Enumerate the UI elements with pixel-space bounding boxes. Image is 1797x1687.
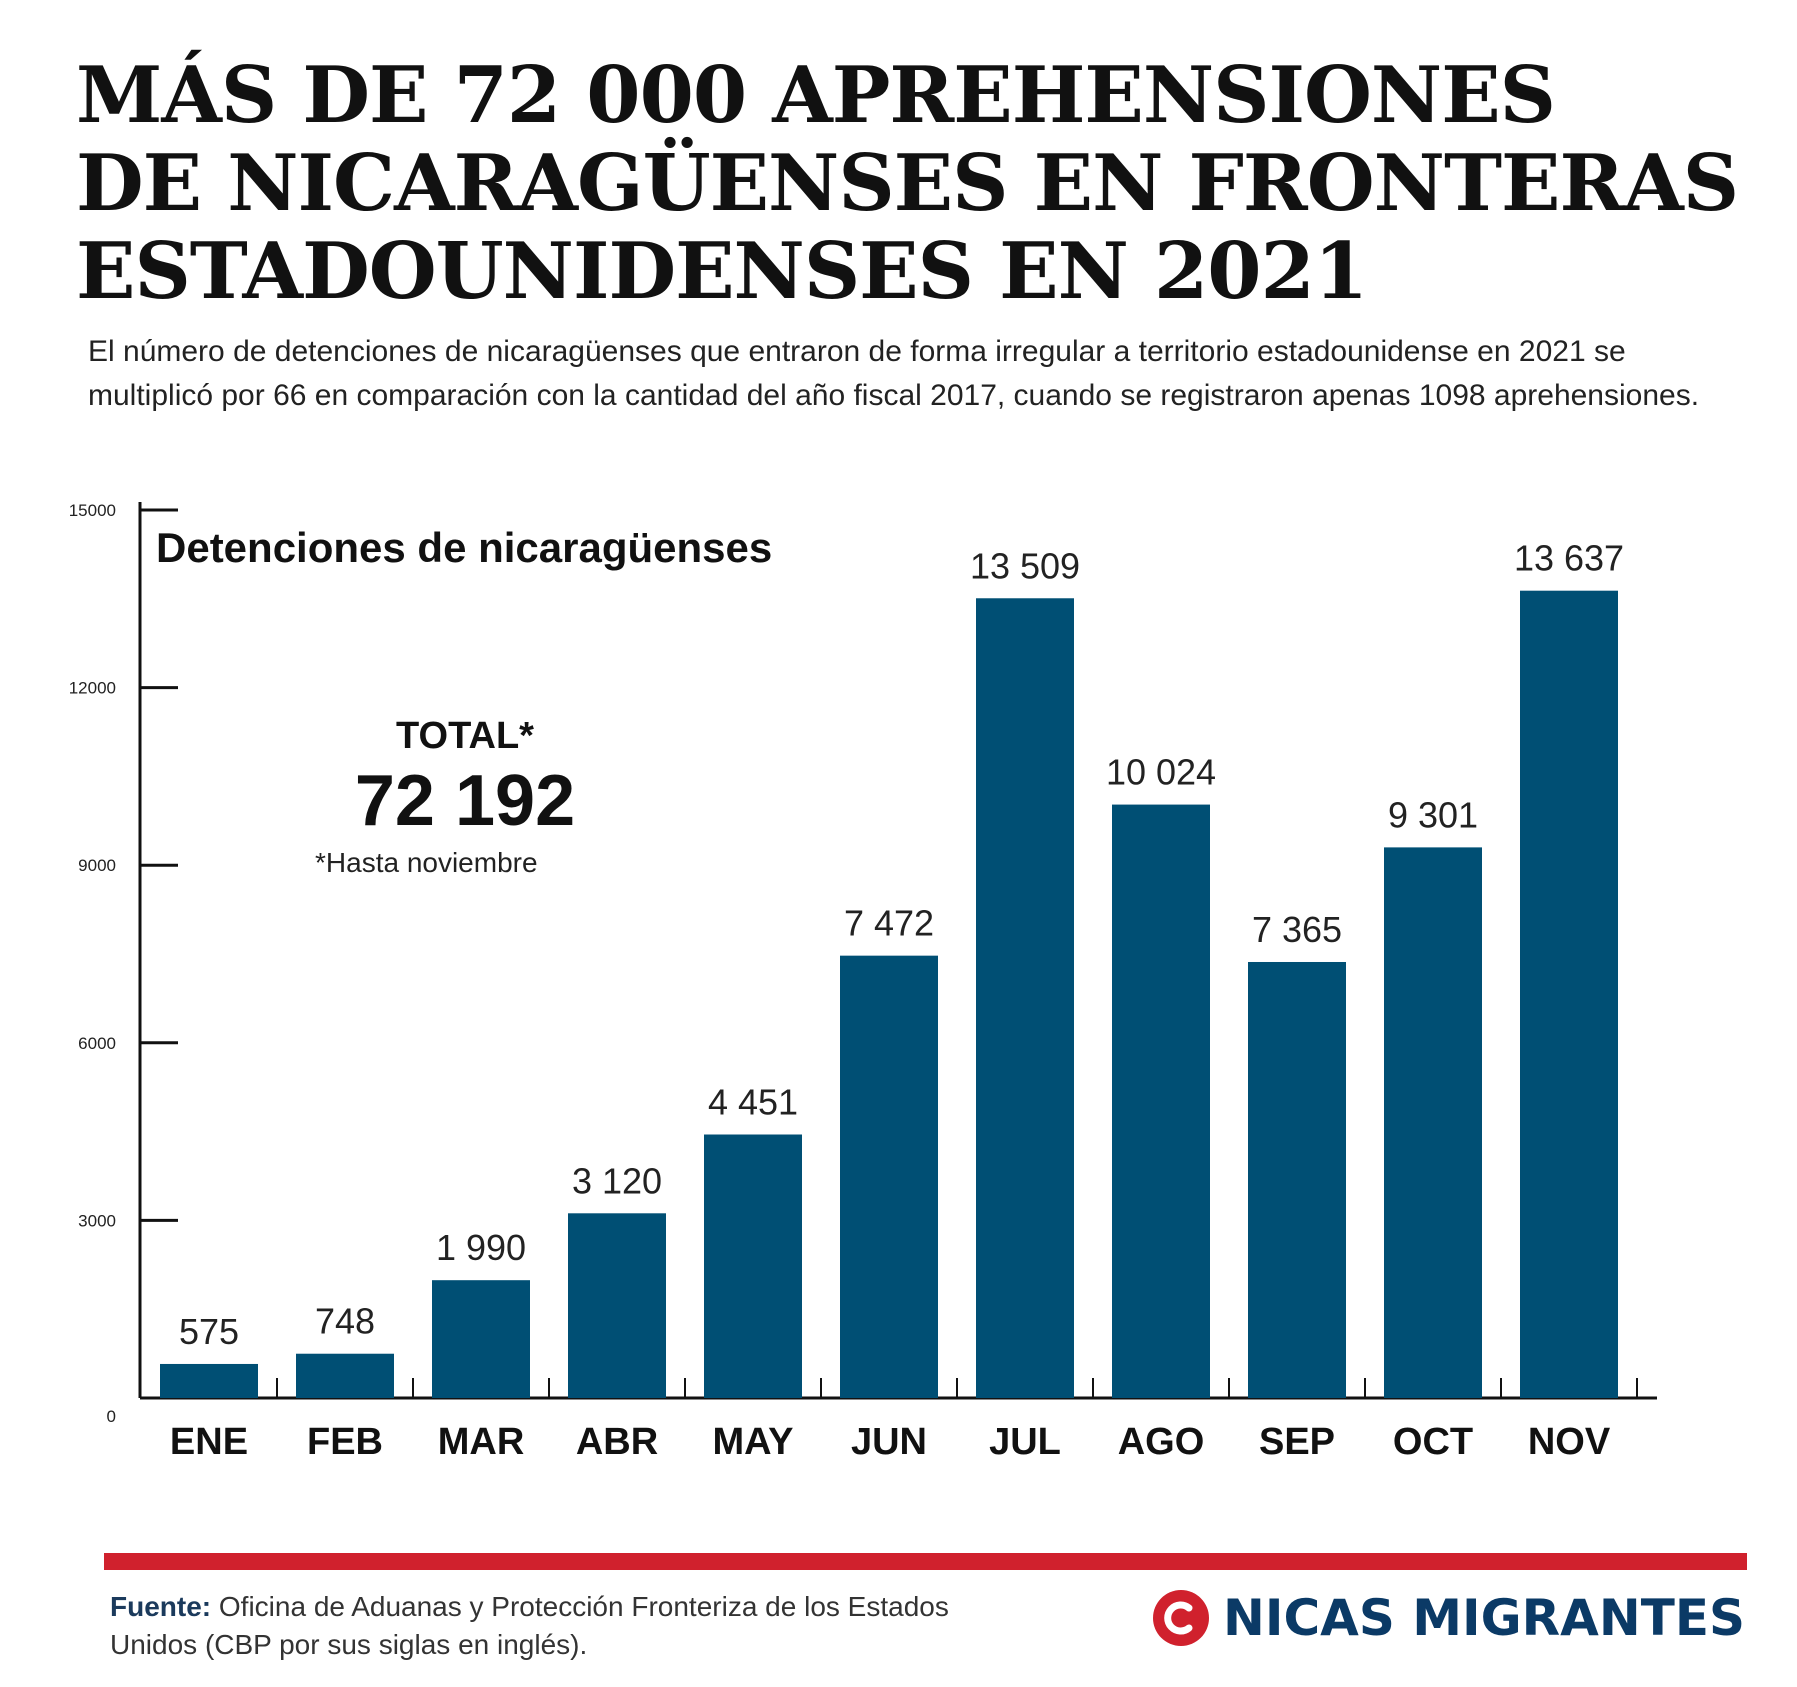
x-tick-label: ENE: [170, 1421, 248, 1463]
bar-jun: [840, 955, 938, 1398]
value-label: 7 365: [1252, 909, 1342, 950]
lede-paragraph: El número de detenciones de nicaragüense…: [88, 335, 1700, 412]
value-label: 748: [315, 1301, 375, 1342]
total-note: *Hasta noviembre: [315, 847, 538, 878]
bar-sep: [1248, 961, 1346, 1398]
value-label: 4 451: [708, 1082, 798, 1123]
chart-bars: [160, 590, 1618, 1398]
x-tick-label: MAY: [713, 1421, 794, 1463]
y-tick-label: 6000: [78, 1034, 116, 1053]
brand: NICAS MIGRANTES: [1153, 1588, 1745, 1648]
brand-name: NICAS MIGRANTES: [1223, 1589, 1745, 1647]
total-value: 72 192: [355, 761, 575, 841]
source-text: Oficina de Aduanas y Protección Fronteri…: [110, 1591, 949, 1660]
x-tick-label: OCT: [1393, 1421, 1473, 1463]
value-label: 575: [179, 1311, 239, 1352]
value-label: 7 472: [844, 903, 934, 944]
y-tick-label: 15000: [69, 501, 116, 520]
bar-mar: [432, 1280, 530, 1398]
value-label: 3 120: [572, 1160, 662, 1201]
value-label: 13 637: [1514, 538, 1624, 579]
x-tick-label: AGO: [1118, 1421, 1205, 1463]
bar-feb: [296, 1353, 394, 1398]
source-label: Fuente:: [110, 1591, 212, 1622]
bar-nov: [1520, 590, 1618, 1398]
y-tick-label: 9000: [78, 856, 116, 875]
x-tick-label: NOV: [1528, 1421, 1611, 1463]
source-note: Fuente: Oficina de Aduanas y Protección …: [110, 1588, 970, 1664]
x-tick-label: JUN: [851, 1421, 927, 1463]
headline-line-1: MÁS DE 72 000 APREHENSIONES: [76, 50, 1556, 141]
bar-ago: [1112, 804, 1210, 1398]
y-tick-label: 0: [107, 1407, 116, 1426]
chart-title: Detenciones de nicaragüenses: [156, 524, 772, 571]
x-tick-label: MAR: [438, 1421, 525, 1463]
x-tick-label: SEP: [1259, 1421, 1335, 1463]
bar-jul: [976, 598, 1074, 1398]
value-label: 1 990: [436, 1227, 526, 1268]
headline: MÁS DE 72 000 APREHENSIONES DE NICARAGÜE…: [76, 52, 1766, 316]
brand-logo-icon: [1153, 1590, 1210, 1646]
x-tick-label: FEB: [307, 1421, 383, 1463]
divider-bar: [104, 1553, 1747, 1570]
value-label: 9 301: [1388, 794, 1478, 835]
x-tick-label: ABR: [576, 1421, 658, 1463]
chart-labels: 575 ENE 748 FEB 1 990 MAR 3 120 ABR 4 451 MAY 7 47…: [170, 538, 1624, 1463]
headline-line-2: DE NICARAGÜENSES EN FRONTERAS: [76, 138, 1739, 229]
bar-oct: [1384, 847, 1482, 1398]
bar-ene: [160, 1363, 258, 1398]
bar-abr: [568, 1213, 666, 1398]
value-label: 10 024: [1106, 752, 1216, 793]
value-label: 13 509: [970, 545, 1080, 586]
y-tick-label: 12000: [69, 679, 116, 698]
bar-chart: 0 3000 6000 9000 12000 15000 575 ENE 748 FEB 1 99…: [69, 501, 1657, 1463]
total-label: TOTAL*: [396, 715, 534, 757]
y-tick-label: 3000: [78, 1211, 116, 1230]
headline-line-3: ESTADOUNIDENSES EN 2021: [76, 226, 1368, 317]
x-tick-label: JUL: [989, 1421, 1061, 1463]
bar-may: [704, 1134, 802, 1398]
